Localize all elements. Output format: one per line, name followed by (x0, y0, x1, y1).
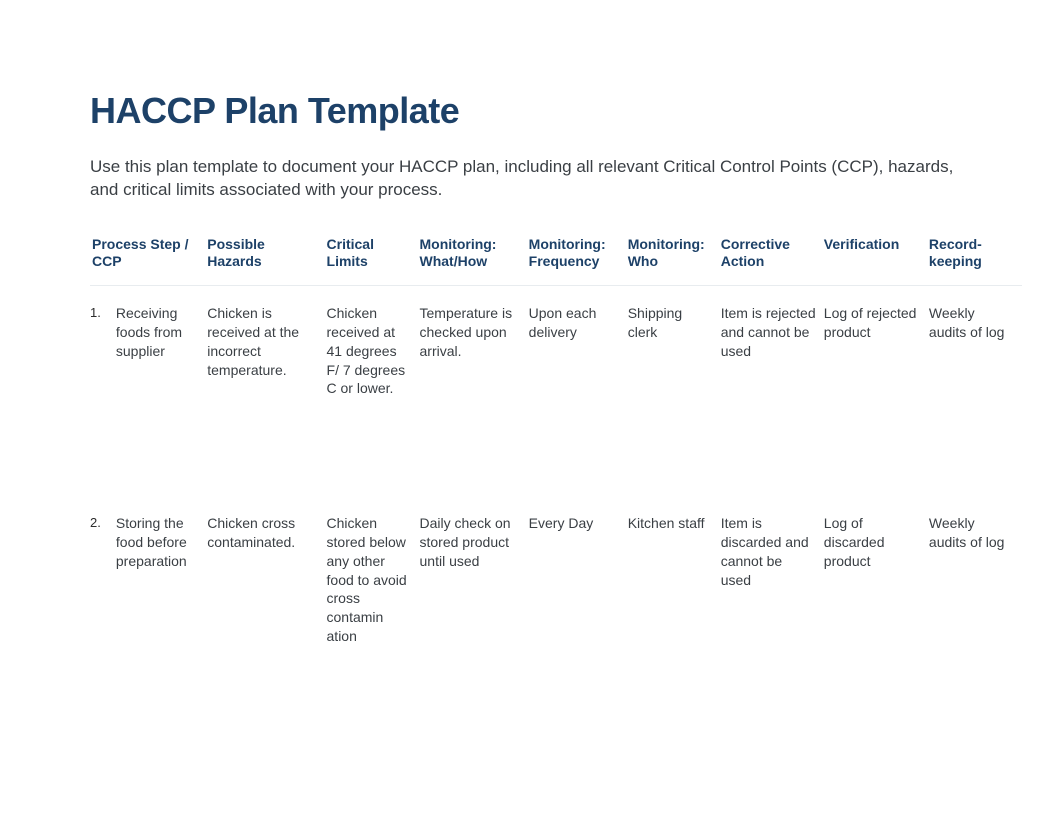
col-header-frequency: Monitoring: Frequency (529, 222, 628, 286)
table-row: 2. Storing the food before preparation C… (90, 496, 1022, 706)
cell-record: Weekly audits of log (929, 496, 1022, 706)
table-header-row: Process Step / CCP Possible Hazards Crit… (90, 222, 1022, 286)
cell-who: Kitchen staff (628, 496, 721, 706)
cell-hazard: Chicken cross contaminated. (207, 496, 326, 706)
col-header-what: Monitoring: What/How (420, 222, 529, 286)
col-header-step: Process Step / CCP (90, 222, 207, 286)
col-header-who: Monitoring: Who (628, 222, 721, 286)
step-number: 2. (90, 514, 112, 532)
cell-frequency: Every Day (529, 496, 628, 706)
cell-limit: Chicken received at 41 degrees F/ 7 degr… (327, 286, 420, 496)
cell-verification: Log of rejected product (824, 286, 929, 496)
cell-who: Shipping clerk (628, 286, 721, 496)
cell-corrective: Item is discarded and cannot be used (721, 496, 824, 706)
col-header-verification: Verification (824, 222, 929, 286)
haccp-table: Process Step / CCP Possible Hazards Crit… (90, 222, 1022, 706)
col-header-hazards: Possible Hazards (207, 222, 326, 286)
cell-what: Daily check on stored product until used (420, 496, 529, 706)
table-row: 1. Receiving foods from supplier Chicken… (90, 286, 1022, 496)
page-title: HACCP Plan Template (90, 90, 972, 132)
haccp-table-wrap: Process Step / CCP Possible Hazards Crit… (90, 222, 1022, 706)
step-number: 1. (90, 304, 112, 322)
cell-limit: Chicken stored below any other food to a… (327, 496, 420, 706)
cell-step: 1. Receiving foods from supplier (90, 286, 207, 496)
cell-record: Weekly audits of log (929, 286, 1022, 496)
cell-what: Temperature is checked upon arrival. (420, 286, 529, 496)
step-text: Receiving foods from supplier (116, 304, 199, 361)
cell-corrective: Item is rejected and cannot be used (721, 286, 824, 496)
col-header-record: Record-keeping (929, 222, 1022, 286)
cell-step: 2. Storing the food before preparation (90, 496, 207, 706)
cell-verification: Log of discarded product (824, 496, 929, 706)
cell-hazard: Chicken is received at the incorrect tem… (207, 286, 326, 496)
step-text: Storing the food before preparation (116, 514, 199, 571)
cell-frequency: Upon each delivery (529, 286, 628, 496)
page-intro: Use this plan template to document your … (90, 156, 972, 202)
col-header-limits: Critical Limits (327, 222, 420, 286)
col-header-corrective: Corrective Action (721, 222, 824, 286)
